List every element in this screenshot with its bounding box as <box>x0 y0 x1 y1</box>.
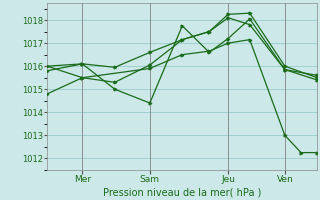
X-axis label: Pression niveau de la mer( hPa ): Pression niveau de la mer( hPa ) <box>103 187 261 197</box>
